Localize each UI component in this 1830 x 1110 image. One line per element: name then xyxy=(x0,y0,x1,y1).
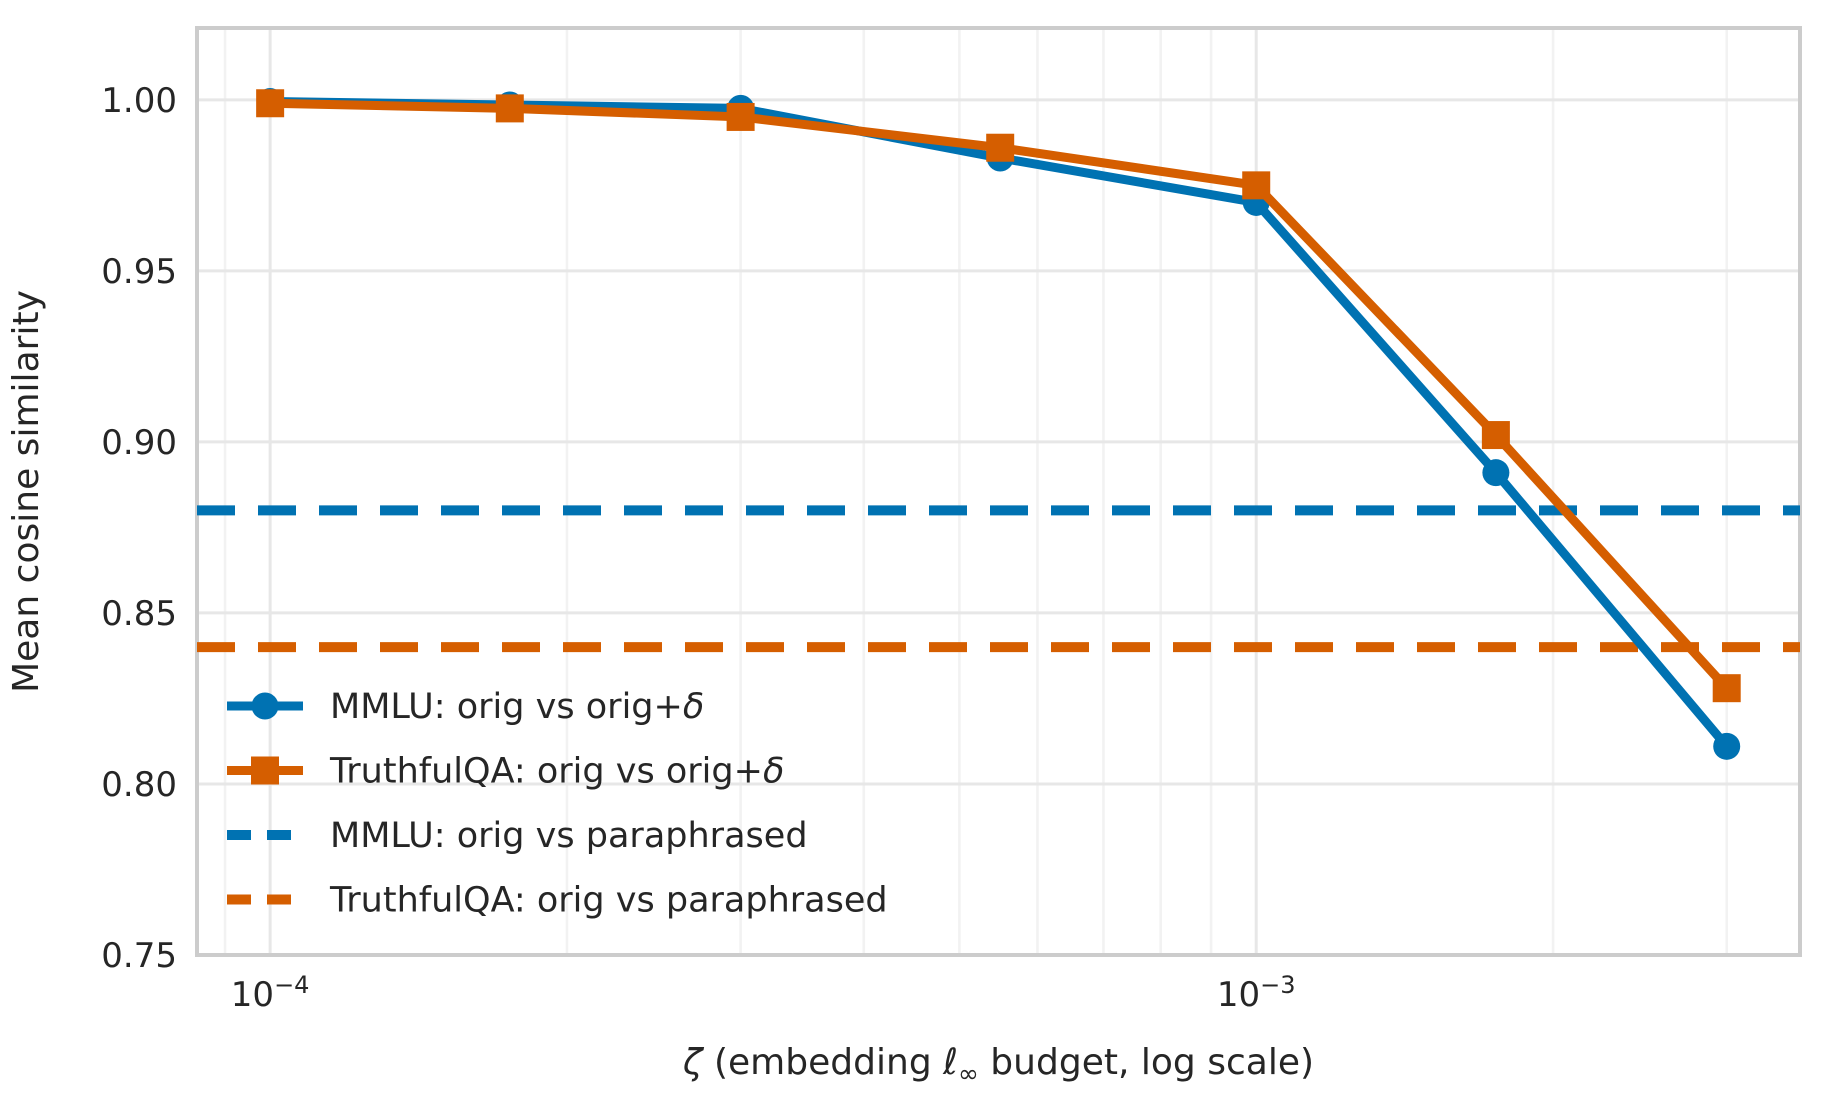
legend-item-label: MMLU: orig vs orig+δ xyxy=(330,687,704,727)
data-point-square xyxy=(1242,171,1271,200)
x-axis-label: ζ (embedding ℓ∞ budget, log scale) xyxy=(682,1042,1314,1088)
y-tick-label: 0.95 xyxy=(101,252,177,292)
y-tick-label: 0.75 xyxy=(101,936,177,976)
data-point-square xyxy=(986,133,1015,162)
legend-key-square xyxy=(251,756,279,785)
data-point-square xyxy=(256,89,285,118)
data-point-square xyxy=(1481,421,1510,450)
series-truthfulqa-orig-vs-orig xyxy=(256,89,1741,703)
legend-item-mmlu-orig-vs-paraphrased: MMLU: orig vs paraphrased xyxy=(227,816,808,856)
data-point-circle xyxy=(1713,732,1741,760)
legend-item-label: TruthfulQA: orig vs paraphrased xyxy=(329,881,888,921)
legend-item-label: TruthfulQA: orig vs orig+δ xyxy=(329,752,784,792)
y-tick-label: 1.00 xyxy=(101,81,177,121)
y-axis-tick-labels: 0.75 0.80 0.85 0.90 0.95 1.00 xyxy=(101,81,177,976)
y-axis-label: Mean cosine similarity xyxy=(6,290,47,693)
data-point-square xyxy=(726,102,755,131)
legend-item-mmlu-orig-vs-orig: MMLU: orig vs orig+δ xyxy=(227,687,704,727)
legend: MMLU: orig vs orig+δ TruthfulQA: orig vs … xyxy=(227,687,888,921)
baselines xyxy=(197,505,1800,653)
legend-item-truthfulqa-orig-vs-paraphrased: TruthfulQA: orig vs paraphrased xyxy=(227,881,888,921)
y-tick-label: 0.80 xyxy=(101,765,177,805)
legend-key-circle xyxy=(251,692,279,720)
x-tick-label: 10−3 xyxy=(1217,971,1296,1015)
x-tick-label: 10−4 xyxy=(231,971,310,1015)
y-tick-label: 0.90 xyxy=(101,423,177,463)
data-point-square xyxy=(1712,674,1741,703)
data-point-circle xyxy=(1482,459,1510,487)
legend-item-truthfulqa-orig-vs-orig: TruthfulQA: orig vs orig+δ xyxy=(227,752,784,792)
y-tick-label: 0.85 xyxy=(101,594,177,634)
data-point-square xyxy=(495,94,524,123)
legend-item-label: MMLU: orig vs paraphrased xyxy=(330,816,808,856)
x-axis-tick-labels: 10−4 10−3 xyxy=(231,971,1296,1015)
axes-spines xyxy=(195,26,1802,957)
